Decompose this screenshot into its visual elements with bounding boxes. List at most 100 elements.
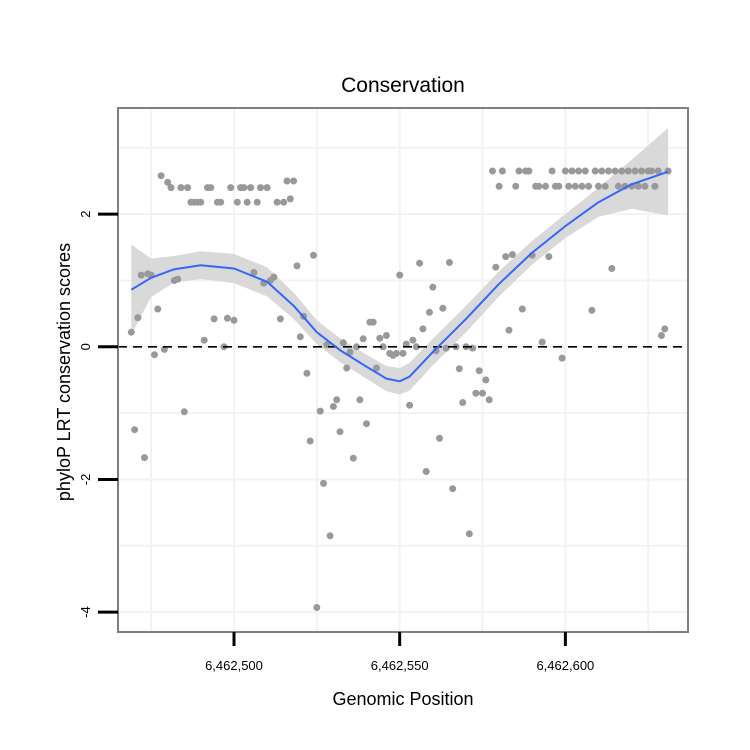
- data-point: [492, 263, 500, 271]
- data-point: [373, 364, 380, 372]
- data-point: [210, 315, 218, 323]
- data-point: [283, 177, 291, 185]
- data-point: [601, 182, 609, 190]
- data-point: [306, 437, 314, 445]
- data-point: [131, 426, 139, 434]
- data-point: [598, 167, 606, 175]
- data-point: [157, 172, 165, 180]
- data-point: [581, 167, 589, 175]
- data-point: [518, 305, 526, 313]
- data-point: [160, 345, 168, 353]
- data-point: [137, 271, 145, 279]
- data-point: [608, 265, 616, 272]
- data-point: [223, 314, 231, 322]
- data-point: [611, 167, 619, 175]
- data-point: [658, 332, 665, 339]
- data-point: [230, 316, 238, 324]
- data-point: [618, 167, 626, 175]
- data-point: [316, 407, 324, 415]
- data-point: [399, 349, 407, 357]
- data-point: [485, 396, 493, 404]
- data-point: [273, 198, 281, 206]
- data-point: [479, 389, 486, 397]
- data-point: [565, 182, 573, 190]
- chart-title: Conservation: [341, 74, 465, 97]
- data-point: [243, 198, 251, 206]
- data-point: [409, 336, 417, 344]
- data-point: [396, 271, 404, 279]
- data-point: [624, 167, 632, 175]
- data-point: [535, 182, 543, 190]
- data-point: [558, 354, 566, 362]
- data-point: [326, 532, 334, 540]
- data-point: [359, 335, 367, 343]
- data-point: [502, 253, 510, 261]
- data-point: [631, 167, 639, 175]
- data-point: [542, 182, 549, 190]
- data-point: [578, 182, 586, 190]
- data-point: [555, 182, 563, 190]
- data-point: [591, 167, 599, 175]
- data-point: [257, 184, 264, 192]
- data-point: [422, 468, 430, 475]
- data-point: [505, 326, 513, 334]
- data-point: [585, 182, 593, 190]
- data-point: [379, 343, 387, 351]
- data-point: [270, 273, 278, 281]
- data-point: [320, 479, 327, 487]
- data-point: [495, 182, 503, 190]
- data-point: [648, 167, 655, 175]
- data-point: [482, 376, 490, 384]
- y-axis-label: phyloP LRT conservation scores: [54, 243, 74, 501]
- confidence-ribbon: [131, 127, 669, 395]
- data-point: [469, 344, 477, 352]
- data-point: [525, 167, 533, 175]
- data-point: [436, 434, 443, 442]
- data-point: [426, 308, 433, 316]
- data-point: [329, 403, 337, 410]
- data-point: [356, 396, 364, 404]
- data-point: [654, 167, 662, 175]
- y-tick-label: -4: [78, 606, 93, 618]
- data-point: [432, 347, 440, 355]
- data-point: [442, 344, 450, 352]
- data-point: [263, 184, 271, 192]
- data-point: [151, 351, 158, 359]
- data-point: [661, 325, 669, 333]
- data-point: [508, 251, 516, 259]
- data-point: [472, 389, 480, 397]
- data-point: [200, 336, 208, 344]
- data-point: [545, 253, 553, 261]
- data-point: [313, 604, 321, 611]
- data-point: [250, 269, 258, 276]
- data-point: [641, 182, 649, 190]
- data-point: [445, 259, 453, 266]
- data-point: [512, 182, 520, 190]
- data-point: [412, 343, 420, 351]
- data-point: [353, 343, 361, 351]
- data-point: [127, 328, 135, 336]
- data-point: [290, 177, 298, 185]
- data-point: [346, 348, 354, 356]
- data-point: [416, 259, 424, 267]
- data-point: [475, 367, 483, 375]
- data-point: [293, 262, 301, 270]
- data-point: [333, 396, 341, 404]
- data-point: [498, 167, 506, 175]
- data-point: [280, 198, 288, 206]
- data-point: [614, 182, 622, 190]
- data-point: [207, 184, 215, 192]
- data-point: [227, 184, 235, 192]
- data-point: [638, 167, 646, 175]
- data-point: [455, 365, 463, 373]
- y-tick-label: 0: [78, 343, 93, 350]
- data-point: [459, 399, 467, 406]
- data-point: [538, 338, 546, 346]
- data-point: [382, 332, 390, 339]
- data-point: [154, 305, 162, 313]
- data-point: [141, 454, 148, 462]
- axes: 6,462,500 6,462,550 6,462,600 -4 -2 0 2: [78, 107, 689, 673]
- data-point: [489, 167, 496, 175]
- data-point: [167, 184, 175, 192]
